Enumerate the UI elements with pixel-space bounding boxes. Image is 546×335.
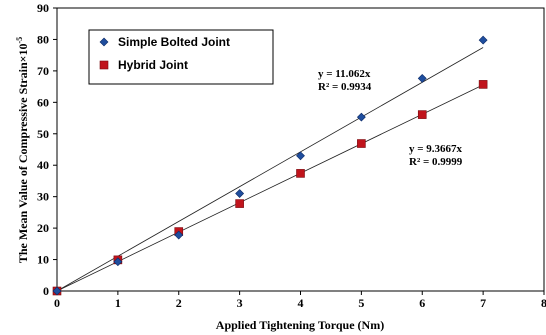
trendlines <box>56 47 484 292</box>
simple-bolted-point <box>113 257 123 267</box>
hybrid-point <box>235 199 244 208</box>
y-tick-label: 0 <box>43 284 49 298</box>
y-tick-label: 10 <box>37 253 49 267</box>
x-tick-label: 8 <box>541 296 546 310</box>
trendline-simple-bolted <box>56 47 484 292</box>
x-tick-label: 6 <box>419 296 425 310</box>
hybrid-point <box>357 139 366 148</box>
legend-label-hybrid: Hybrid Joint <box>118 58 188 72</box>
data-marks <box>52 35 488 296</box>
trendline-hybrid <box>56 84 484 292</box>
simple-bolted-point <box>174 230 184 240</box>
x-tick-label: 2 <box>176 296 182 310</box>
simple-bolted-point <box>235 189 245 198</box>
legend-label-simple-bolted: Simple Bolted Joint <box>118 35 230 49</box>
simple-bolted-point <box>417 74 427 83</box>
y-tick-label: 80 <box>37 32 49 46</box>
r2-hybrid: R² = 0.9999 <box>409 156 463 168</box>
equation-simple-bolted: y = 11.062x <box>318 68 371 80</box>
hybrid-point <box>417 110 427 119</box>
x-tick-label: 7 <box>480 296 486 310</box>
legend-items: Simple Bolted Joint Hybrid Joint <box>99 35 230 72</box>
legend-marker-hybrid <box>99 60 109 70</box>
r2-simple-bolted: R² = 0.9934 <box>318 81 372 93</box>
y-tick-label: 40 <box>37 158 49 172</box>
y-tick-label: 20 <box>37 221 49 235</box>
y-axis-title-main: The Mean Value of Compressive Strain×10 <box>16 44 30 264</box>
x-tick-label: 3 <box>237 296 243 310</box>
hybrid-point <box>478 80 488 89</box>
x-tick-label: 1 <box>115 296 121 310</box>
y-axis-title-exponent: -5 <box>15 37 24 44</box>
y-axis-title: The Mean Value of Compressive Strain×10-… <box>15 37 30 263</box>
x-tick-label: 0 <box>54 296 60 310</box>
x-axis-title: Applied Tightening Torque (Nm) <box>216 318 384 332</box>
y-tick-label: 70 <box>37 64 49 78</box>
y-tick-label: 60 <box>37 95 49 109</box>
legend-box <box>88 29 274 85</box>
simple-bolted-point <box>296 151 305 161</box>
hybrid-point <box>296 169 305 178</box>
legend: Simple Bolted Joint Hybrid Joint <box>88 29 274 85</box>
x-tick-label: 4 <box>298 296 304 310</box>
simple-bolted-point <box>356 112 366 122</box>
simple-bolted-point <box>52 286 62 296</box>
legend-marker-simple-bolted <box>99 37 109 47</box>
x-tick-label: 5 <box>358 296 364 310</box>
y-tick-label: 50 <box>37 127 49 141</box>
equation-hybrid: y = 9.3667x <box>409 143 463 155</box>
y-tick-label: 90 <box>37 1 49 15</box>
simple-bolted-point <box>478 35 488 45</box>
y-tick-label: 30 <box>37 190 49 204</box>
